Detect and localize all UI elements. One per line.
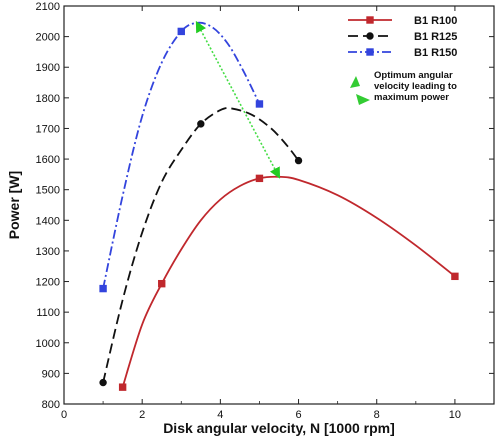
x-axis-title: Disk angular velocity, N [1000 rpm] xyxy=(163,420,395,436)
annotation-arrow-icon xyxy=(350,76,360,88)
y-tick-label: 1000 xyxy=(36,338,60,350)
data-point xyxy=(255,174,264,183)
y-tick-label: 1400 xyxy=(36,215,60,227)
axis-layer: 0 2 4 6 8 10 800 900 1000 1100 1200 1300 1400 1500 160… xyxy=(36,1,494,421)
y-tick-label: 1200 xyxy=(36,277,60,289)
x-tick-label: 10 xyxy=(449,409,461,421)
y-tick-label: 1500 xyxy=(36,185,60,197)
series-line xyxy=(121,175,456,388)
y-tick-label: 2000 xyxy=(36,32,60,44)
y-tick-label: 800 xyxy=(42,399,60,411)
data-point xyxy=(99,378,107,387)
legend: B1 R100 B1 R125 B1 R150 xyxy=(348,15,457,59)
plot-area-frame xyxy=(63,5,495,405)
annotation-text: velocity leading to xyxy=(374,81,457,92)
data-point xyxy=(451,272,459,281)
series-1 xyxy=(99,107,303,387)
y-tick-label: 1800 xyxy=(36,93,60,105)
legend-label: B1 R100 xyxy=(414,15,457,27)
annotation-text: Optimum angular xyxy=(374,70,453,81)
annotation-arrow-icon xyxy=(356,94,370,105)
annotation-text: maximum power xyxy=(374,92,449,103)
legend-marker xyxy=(366,48,374,56)
series-line xyxy=(102,107,300,383)
y-tick-label: 1300 xyxy=(36,246,60,258)
y-tick-label: 1700 xyxy=(36,123,60,135)
data-point xyxy=(255,100,264,108)
optimum-arrow xyxy=(195,20,281,179)
y-tick-label: 1100 xyxy=(36,307,60,319)
series-2 xyxy=(99,21,264,293)
legend-label: B1 R125 xyxy=(414,31,457,43)
legend-marker xyxy=(366,32,374,40)
x-tick-label: 2 xyxy=(139,409,145,421)
y-axis-title: Power [W] xyxy=(6,171,22,239)
x-tick-label: 8 xyxy=(374,409,380,421)
data-point xyxy=(118,383,127,391)
data-point xyxy=(158,279,166,288)
y-tick-label: 2100 xyxy=(36,1,60,13)
data-point xyxy=(99,284,107,293)
data-point xyxy=(177,27,185,36)
legend-label: B1 R150 xyxy=(414,47,457,59)
data-point xyxy=(294,156,303,165)
legend-marker xyxy=(366,16,374,24)
data-point xyxy=(197,120,205,128)
y-tick-label: 900 xyxy=(42,368,60,380)
y-tick-label: 1600 xyxy=(36,154,60,166)
x-tick-label: 6 xyxy=(295,409,301,421)
x-tick-label: 0 xyxy=(61,409,67,421)
y-tick-label: 1900 xyxy=(36,62,60,74)
x-tick-label: 4 xyxy=(217,409,223,421)
series-0 xyxy=(118,174,459,391)
